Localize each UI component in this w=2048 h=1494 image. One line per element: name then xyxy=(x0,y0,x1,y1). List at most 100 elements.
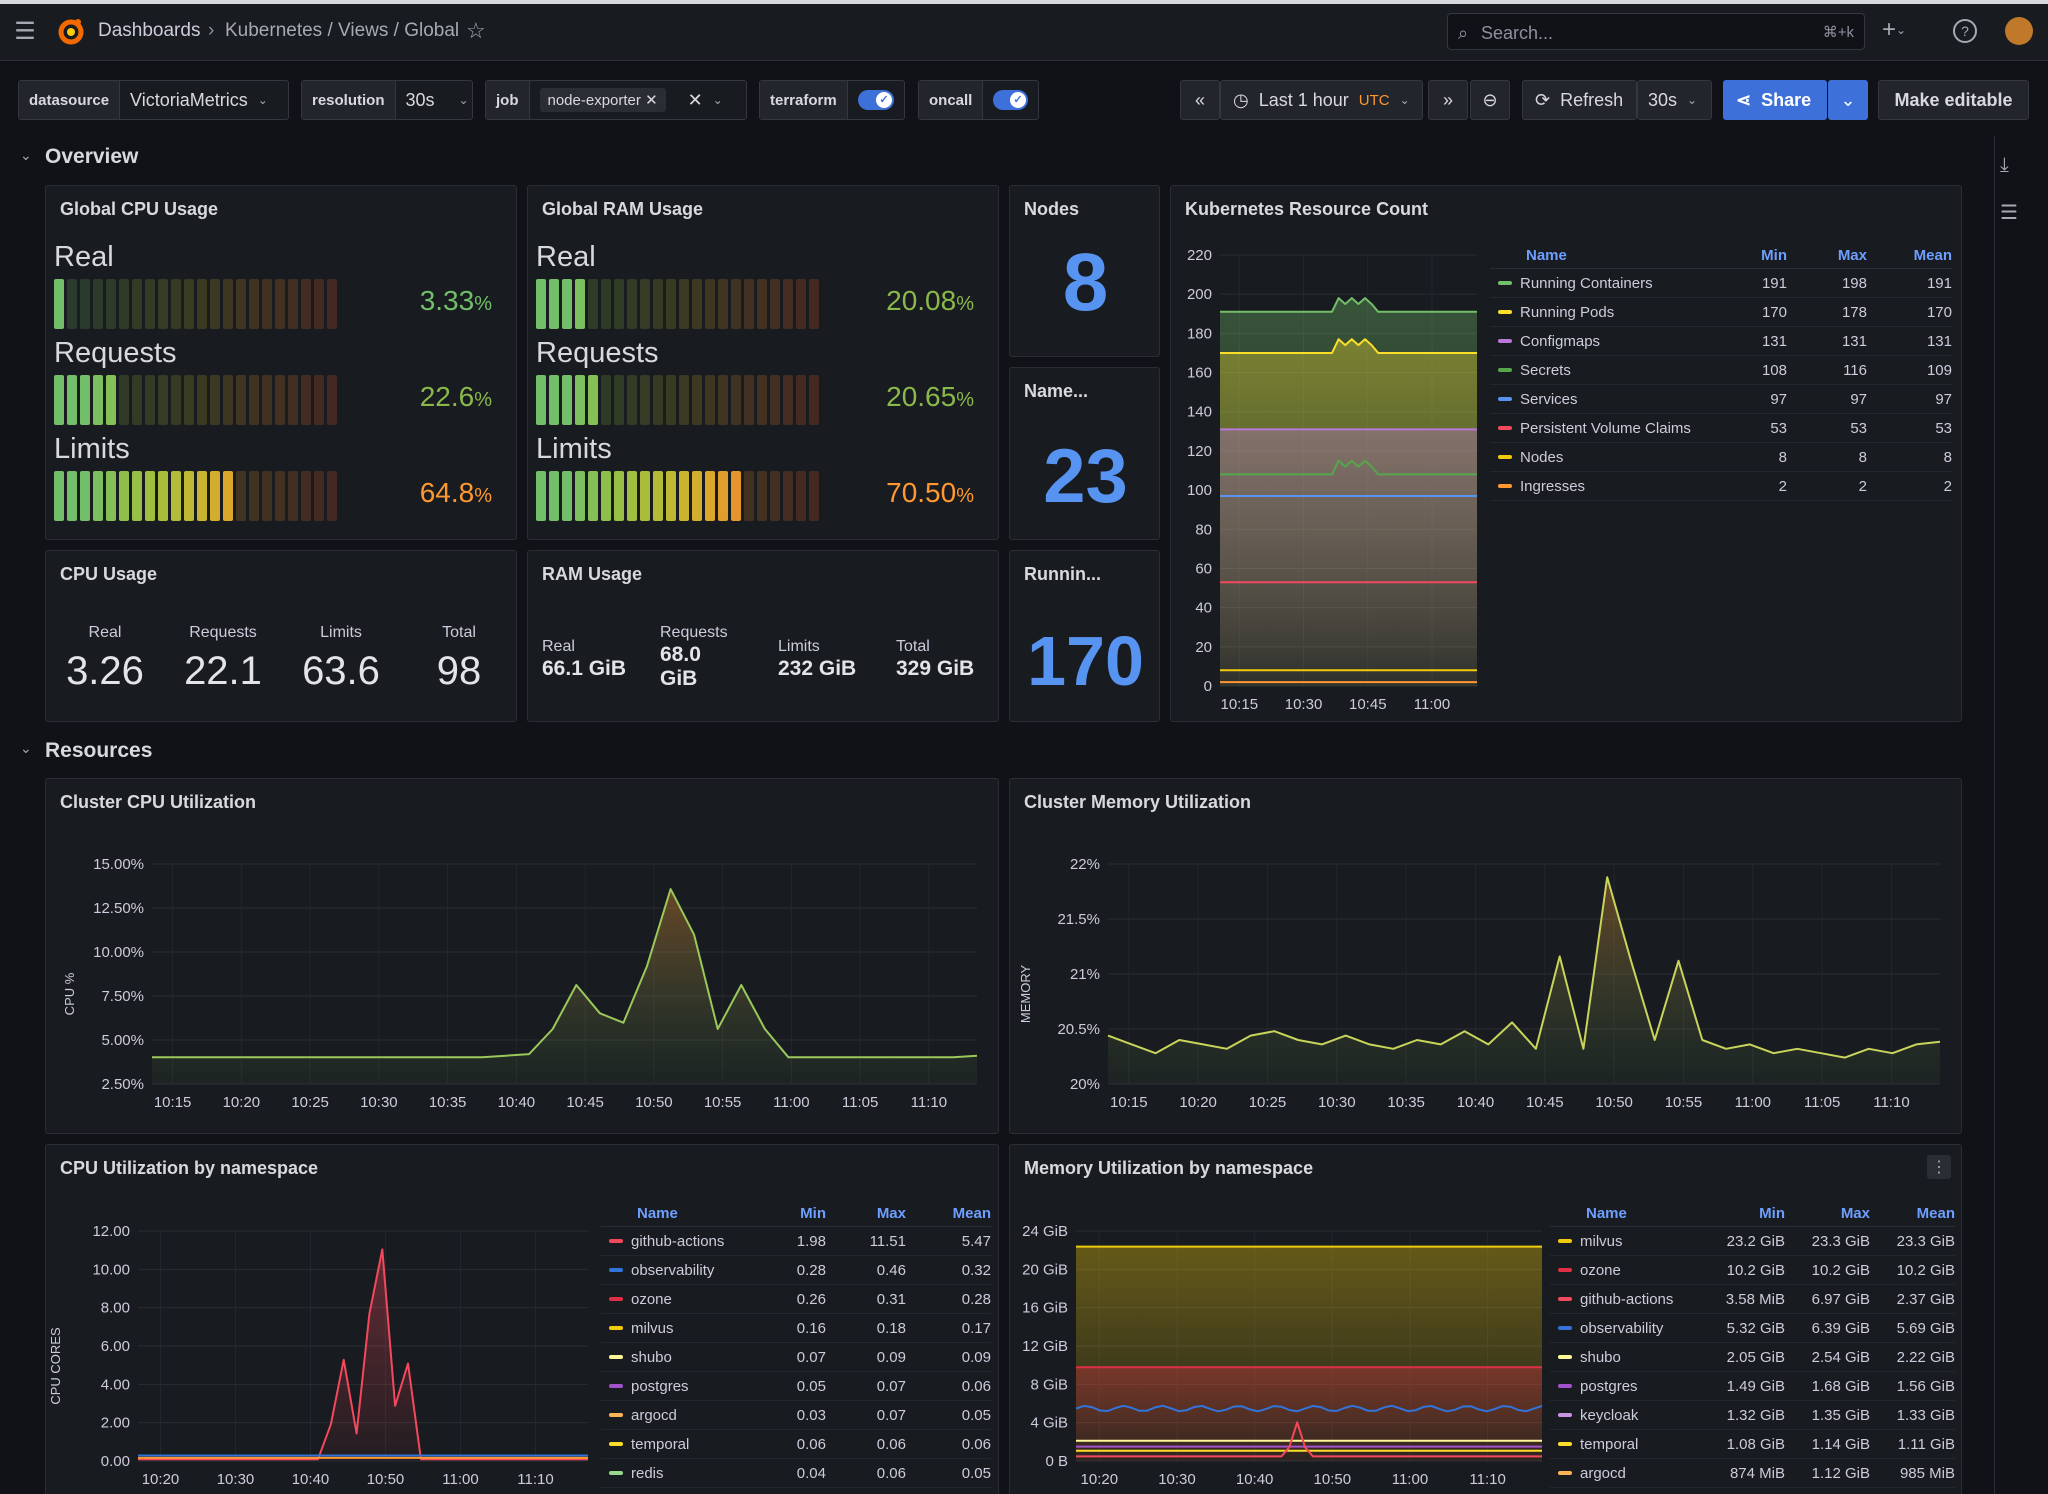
collapse-icon[interactable]: ⌄ xyxy=(20,740,32,756)
terraform-toggle[interactable] xyxy=(857,90,894,110)
stat-label: Requests xyxy=(660,624,728,641)
y-tick-label: 80 xyxy=(1195,521,1212,538)
clear-icon[interactable]: ✕ xyxy=(687,89,703,110)
avatar[interactable] xyxy=(2005,17,2033,45)
gauge-value: 20.08% xyxy=(886,285,974,317)
series-mean: 0.05 xyxy=(961,1464,991,1482)
legend-header-min[interactable]: Min xyxy=(1761,247,1787,264)
gauge-segment xyxy=(210,471,220,521)
legend-row[interactable]: ozone 10.2 GiB 10.2 GiB 10.2 GiB xyxy=(1550,1256,1955,1285)
add-icon[interactable]: + ⌄ xyxy=(1882,16,1907,43)
legend-row[interactable]: argocd 0.03 0.07 0.05 xyxy=(601,1401,991,1430)
legend-header-name[interactable]: Name xyxy=(1586,1205,1627,1222)
legend-row[interactable]: temporal 0.06 0.06 0.06 xyxy=(601,1430,991,1459)
legend-row[interactable]: Nodes 8 8 8 xyxy=(1490,443,1952,472)
resolution-value[interactable]: 30s xyxy=(405,89,435,110)
chevron-down-icon[interactable]: ⌄ xyxy=(458,93,469,107)
outline-icon[interactable]: ☰ xyxy=(2000,202,2018,224)
share-button[interactable]: ⋖ Share xyxy=(1723,80,1827,120)
legend-header-mean[interactable]: Mean xyxy=(952,1205,991,1222)
legend-row[interactable]: argocd 874 MiB 1.12 GiB 985 MiB xyxy=(1550,1459,1955,1488)
legend-row[interactable]: Services 97 97 97 xyxy=(1490,385,1952,414)
legend-row[interactable]: github-actions 1.98 11.51 5.47 xyxy=(601,1227,991,1256)
terraform-variable[interactable]: terraform xyxy=(759,80,905,120)
series-max: 0.31 xyxy=(876,1290,906,1308)
gauge-segment xyxy=(653,471,663,521)
job-variable[interactable]: job node-exporter ✕ ✕ ⌄ xyxy=(485,80,747,120)
refresh-interval-select[interactable]: 30s ⌄ xyxy=(1637,80,1712,120)
legend-header-mean[interactable]: Mean xyxy=(1916,1205,1955,1222)
gauge-segment xyxy=(314,375,324,425)
legend-header-name[interactable]: Name xyxy=(637,1205,678,1222)
panel-menu-icon[interactable]: ⋮ xyxy=(1927,1155,1951,1179)
breadcrumb-dashboards[interactable]: Dashboards xyxy=(98,20,201,41)
time-range-picker[interactable]: ◷ Last 1 hour UTC ⌄ xyxy=(1220,80,1423,120)
breadcrumb-path[interactable]: Kubernetes / Views / Global xyxy=(225,20,460,41)
legend-row[interactable]: Running Pods 170 178 170 xyxy=(1490,298,1952,327)
legend-row[interactable]: Persistent Volume Claims 53 53 53 xyxy=(1490,414,1952,443)
datasource-variable[interactable]: datasource VictoriaMetrics ⌄ xyxy=(18,80,289,120)
series-min: 53 xyxy=(1770,419,1787,437)
legend-row[interactable]: postgres 0.05 0.07 0.06 xyxy=(601,1372,991,1401)
row-resources[interactable]: Resources xyxy=(45,739,153,762)
y-tick-label: 6.00 xyxy=(101,1338,130,1355)
collapse-icon[interactable]: ⌄ xyxy=(20,147,32,163)
legend-row[interactable]: shubo 2.05 GiB 2.54 GiB 2.22 GiB xyxy=(1550,1343,1955,1372)
make-editable-button[interactable]: Make editable xyxy=(1878,80,2029,120)
time-back-button[interactable]: « xyxy=(1180,80,1220,120)
x-tick-label: 10:50 xyxy=(367,1471,405,1488)
gauge-segment xyxy=(223,375,233,425)
legend-header-max[interactable]: Max xyxy=(1837,247,1867,264)
oncall-toggle[interactable] xyxy=(993,90,1028,110)
panel-title: Runnin... xyxy=(1024,564,1101,584)
legend-row[interactable]: Configmaps 131 131 131 xyxy=(1490,327,1952,356)
legend-row[interactable]: milvus 23.2 GiB 23.3 GiB 23.3 GiB xyxy=(1550,1227,1955,1256)
share-dropdown-button[interactable]: ⌄ xyxy=(1828,80,1868,120)
star-icon[interactable]: ☆ xyxy=(466,18,486,43)
time-forward-button[interactable]: » xyxy=(1428,80,1468,120)
resolution-variable[interactable]: resolution 30s ⌄ xyxy=(301,80,473,120)
legend-row[interactable]: temporal 1.08 GiB 1.14 GiB 1.11 GiB xyxy=(1550,1430,1955,1459)
chevron-down-icon[interactable]: ⌄ xyxy=(257,93,268,107)
legend-header-max[interactable]: Max xyxy=(1840,1205,1870,1222)
datasource-value[interactable]: VictoriaMetrics xyxy=(130,89,248,110)
legend-row[interactable]: Running Containers 191 198 191 xyxy=(1490,269,1952,298)
series-mean: 0.06 xyxy=(961,1435,991,1453)
x-tick-label: 11:00 xyxy=(773,1094,809,1111)
grafana-logo[interactable] xyxy=(56,16,86,46)
legend-header-mean[interactable]: Mean xyxy=(1913,247,1952,264)
x-tick-label: 11:00 xyxy=(1735,1094,1771,1111)
legend-row[interactable]: milvus 0.16 0.18 0.17 xyxy=(601,1314,991,1343)
tag-remove-icon[interactable]: ✕ xyxy=(645,92,658,109)
series-max: 131 xyxy=(1841,332,1867,350)
legend-row[interactable]: observability 0.28 0.46 0.32 xyxy=(601,1256,991,1285)
chevron-down-icon[interactable]: ⌄ xyxy=(712,93,723,107)
legend-header-name[interactable]: Name xyxy=(1526,247,1567,264)
legend-row[interactable]: keycloak 1.32 GiB 1.35 GiB 1.33 GiB xyxy=(1550,1401,1955,1430)
legend-row[interactable]: ozone 0.26 0.31 0.28 xyxy=(601,1285,991,1314)
legend-header-min[interactable]: Min xyxy=(800,1205,826,1222)
refresh-button[interactable]: ⟳ Refresh xyxy=(1522,80,1637,120)
y-tick-label: 8 GiB xyxy=(1030,1376,1068,1393)
gauge-segment xyxy=(731,471,741,521)
help-icon[interactable]: ? xyxy=(1953,19,1977,43)
menu-icon[interactable]: ☰ xyxy=(14,17,36,45)
download-icon[interactable]: ⤓ xyxy=(2000,154,2009,176)
oncall-variable[interactable]: oncall xyxy=(918,80,1039,120)
legend-row[interactable]: github-actions 3.58 MiB 6.97 GiB 2.37 GiB xyxy=(1550,1285,1955,1314)
legend-row[interactable]: observability 5.32 GiB 6.39 GiB 5.69 GiB xyxy=(1550,1314,1955,1343)
legend-row[interactable]: Secrets 108 116 109 xyxy=(1490,356,1952,385)
zoom-out-button[interactable]: ⊖ xyxy=(1470,80,1510,120)
legend-row[interactable]: postgres 1.49 GiB 1.68 GiB 1.56 GiB xyxy=(1550,1372,1955,1401)
legend-header-max[interactable]: Max xyxy=(876,1205,906,1222)
gauge-segment xyxy=(705,279,715,329)
gauge-segment xyxy=(145,279,155,329)
row-overview[interactable]: Overview xyxy=(45,145,139,168)
legend-row[interactable]: redis 0.04 0.06 0.05 xyxy=(601,1459,991,1488)
legend-header-min[interactable]: Min xyxy=(1759,1205,1785,1222)
job-tag[interactable]: node-exporter ✕ xyxy=(539,88,666,112)
search-input[interactable]: ⌕ Search... ⌘+k xyxy=(1447,13,1865,50)
y-axis-label: MEMORY xyxy=(1018,965,1033,1024)
legend-row[interactable]: shubo 0.07 0.09 0.09 xyxy=(601,1343,991,1372)
legend-row[interactable]: Ingresses 2 2 2 xyxy=(1490,472,1952,501)
